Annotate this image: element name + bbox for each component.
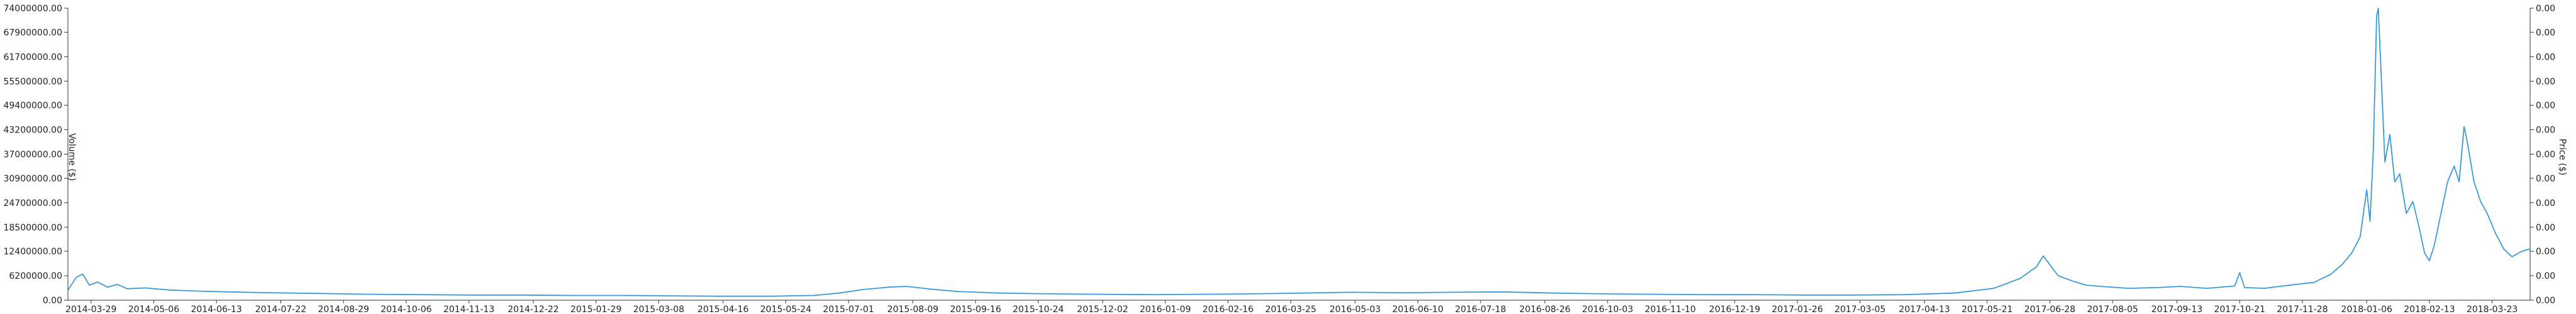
x-tick-label: 2015-07-01 (823, 305, 874, 314)
left-tick-label: 67900000.00 (3, 28, 62, 38)
right-tick-label: 0.00 (2536, 247, 2555, 257)
x-tick-label: 2016-03-25 (1265, 305, 1316, 314)
x-tick-label: 2015-03-08 (633, 305, 684, 314)
left-tick-label: 74000000.00 (3, 4, 62, 14)
x-tick-label: 2015-10-24 (1013, 305, 1063, 314)
right-tick-label: 0.00 (2536, 271, 2555, 281)
x-axis: 2014-03-29 2014-05-06 2014-06-13 2014-07-22… (65, 300, 2530, 314)
x-tick-label: 2018-01-06 (2341, 305, 2392, 314)
left-y-axis: 0.00 6200000.00 12400000.00 18500000.00 2470… (3, 4, 69, 306)
left-axis-title: Volume ($) (67, 133, 77, 181)
x-tick-label: 2016-05-03 (1330, 305, 1380, 314)
left-tick-label: 37000000.00 (3, 150, 62, 160)
x-tick-label: 2016-08-26 (1519, 305, 1570, 314)
x-tick-label: 2014-10-06 (380, 305, 431, 314)
left-tick-label: 61700000.00 (3, 52, 62, 62)
right-tick-label: 0.00 (2536, 150, 2555, 160)
x-tick-label: 2015-05-24 (760, 305, 811, 314)
right-tick-label: 0.00 (2536, 126, 2555, 136)
x-tick-label: 2016-02-16 (1202, 305, 1253, 314)
right-tick-label: 0.00 (2536, 52, 2555, 62)
x-tick-label: 2016-06-10 (1392, 305, 1443, 314)
x-tick-label: 2015-01-29 (570, 305, 621, 314)
left-tick-label: 12400000.00 (3, 247, 62, 257)
x-tick-label: 2014-05-06 (128, 305, 179, 314)
x-tick-label: 2014-11-13 (443, 305, 494, 314)
x-tick-label: 2014-08-29 (318, 305, 369, 314)
right-tick-label: 0.00 (2536, 296, 2555, 306)
x-tick-label: 2017-03-05 (1835, 305, 1885, 314)
left-tick-label: 6200000.00 (9, 271, 62, 281)
x-tick-label: 2015-04-16 (697, 305, 748, 314)
series-line (67, 8, 2531, 297)
left-tick-label: 0.00 (43, 296, 62, 306)
left-tick-label: 55500000.00 (3, 77, 62, 87)
left-tick-label: 24700000.00 (3, 198, 62, 208)
left-tick-label: 43200000.00 (3, 126, 62, 136)
right-tick-label: 0.00 (2536, 4, 2555, 14)
x-tick-label: 2017-04-13 (1899, 305, 1950, 314)
left-tick-label: 18500000.00 (3, 223, 62, 233)
x-tick-label: 2014-07-22 (255, 305, 306, 314)
plot-area (67, 8, 2531, 297)
x-tick-label: 2018-02-13 (2404, 305, 2455, 314)
left-tick-label: 49400000.00 (3, 101, 62, 111)
x-tick-label: 2017-10-21 (2214, 305, 2265, 314)
x-tick-label: 2018-03-23 (2467, 305, 2518, 314)
x-tick-label: 2016-11-10 (1645, 305, 1696, 314)
right-tick-label: 0.00 (2536, 223, 2555, 233)
right-y-axis: 0.00 0.00 0.00 0.00 0.00 0.00 0.00 0.00 0.00 0.00… (2529, 4, 2555, 306)
x-tick-label: 2016-01-09 (1140, 305, 1191, 314)
right-tick-label: 0.00 (2536, 28, 2555, 38)
x-tick-label: 2014-12-22 (508, 305, 558, 314)
x-tick-label: 2015-08-09 (887, 305, 938, 314)
right-axis-title: Price ($) (2557, 139, 2567, 175)
x-tick-label: 2015-09-16 (950, 305, 1001, 314)
x-tick-label: 2014-06-13 (191, 305, 242, 314)
x-tick-label: 2016-10-03 (1582, 305, 1633, 314)
x-tick-label: 2017-01-26 (1772, 305, 1823, 314)
x-tick-label: 2017-08-05 (2087, 305, 2138, 314)
x-tick-label: 2017-05-21 (1962, 305, 2012, 314)
x-tick-label: 2017-06-28 (2024, 305, 2075, 314)
right-tick-label: 0.00 (2536, 101, 2555, 111)
x-tick-label: 2017-09-13 (2151, 305, 2202, 314)
x-tick-label: 2015-12-02 (1077, 305, 1128, 314)
right-tick-label: 0.00 (2536, 198, 2555, 208)
x-tick-label: 2016-07-18 (1455, 305, 1506, 314)
x-tick-label: 2017-11-28 (2277, 305, 2328, 314)
x-tick-label: 2016-12-19 (1709, 305, 1760, 314)
right-tick-label: 0.00 (2536, 174, 2555, 184)
right-tick-label: 0.00 (2536, 77, 2555, 87)
left-tick-label: 30900000.00 (3, 174, 62, 184)
x-tick-label: 2014-03-29 (65, 305, 116, 314)
